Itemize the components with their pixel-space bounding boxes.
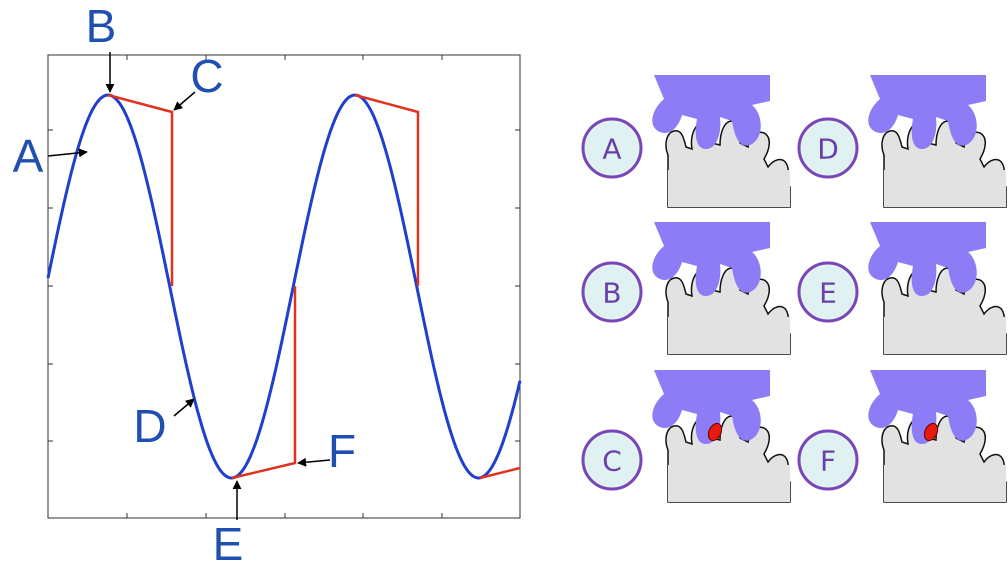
- panel-label: C: [602, 445, 622, 478]
- label-circle: [797, 261, 859, 323]
- label-circle: [581, 261, 643, 323]
- gear-panel: [867, 221, 1007, 355]
- gear-image: [651, 369, 791, 503]
- label-e: E: [213, 518, 244, 570]
- label-c: C: [190, 50, 223, 102]
- gear-image: [867, 74, 1007, 208]
- label-circle: [581, 429, 643, 491]
- gear-image: [651, 74, 791, 208]
- gear-image: [867, 369, 1007, 503]
- gear-panel: [651, 369, 791, 503]
- label-f: F: [328, 425, 356, 477]
- gear-panel: [651, 74, 791, 208]
- panel-label: E: [819, 277, 837, 310]
- gear-image: [651, 221, 791, 355]
- label-circle: [581, 117, 643, 179]
- gear-image: [867, 221, 1007, 355]
- label-b: B: [86, 0, 117, 52]
- ticks: [48, 55, 520, 518]
- panel-label: A: [602, 133, 621, 166]
- plot-frame: [47, 54, 521, 519]
- panel-label: B: [602, 277, 621, 310]
- panel-label: F: [820, 445, 836, 478]
- label-circle: [797, 429, 859, 491]
- gear-panel: [867, 369, 1007, 503]
- label-a: A: [13, 130, 44, 182]
- gear-panel: [867, 74, 1007, 208]
- gear-panel: [651, 221, 791, 355]
- label-d: D: [133, 400, 166, 452]
- label-circle: [797, 117, 859, 179]
- panel-label: D: [817, 133, 839, 166]
- sine-curve: [46, 93, 522, 480]
- arrows: [47, 52, 331, 520]
- sample-hold-line: [107, 93, 521, 480]
- gear-panels: A D B E C F: [581, 74, 1007, 503]
